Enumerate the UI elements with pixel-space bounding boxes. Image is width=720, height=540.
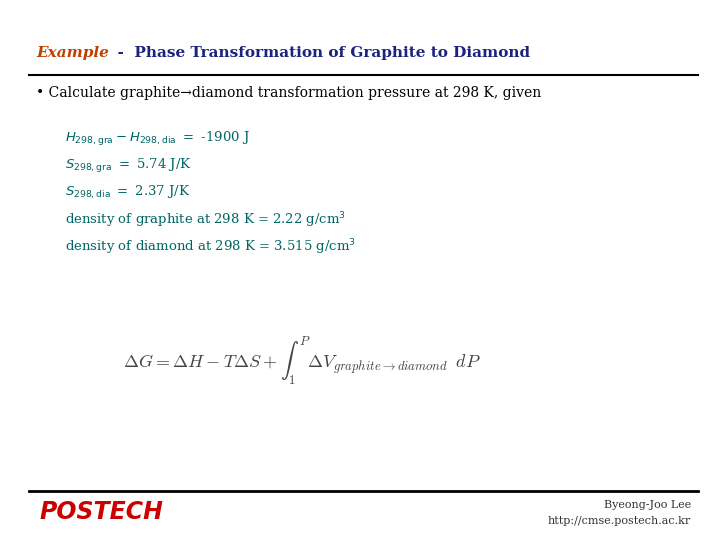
Text: $\mathit{H}_{298,\mathrm{gra}} - \mathit{H}_{298,\mathrm{dia}}$ $=$ -1900 J: $\mathit{H}_{298,\mathrm{gra}} - \mathit… [65,130,250,147]
Text: Byeong-Joo Lee: Byeong-Joo Lee [604,500,691,510]
Text: $\mathit{S}_{298,\mathrm{dia}}$ $=$ 2.37 J/K: $\mathit{S}_{298,\mathrm{dia}}$ $=$ 2.37… [65,184,190,201]
Text: http://cmse.postech.ac.kr: http://cmse.postech.ac.kr [548,516,691,526]
Text: $\mathit{S}_{298,\mathrm{gra}}$ $=$ 5.74 J/K: $\mathit{S}_{298,\mathrm{gra}}$ $=$ 5.74… [65,157,192,174]
Text: density of diamond at 298 K = 3.515 g/cm$^3$: density of diamond at 298 K = 3.515 g/cm… [65,238,356,257]
Text: $\Delta G = \Delta H - T\Delta S + \int_1^P \Delta V_{graphite \rightarrow diamo: $\Delta G = \Delta H - T\Delta S + \int_… [123,335,482,387]
Text: -  Phase Transformation of Graphite to Diamond: - Phase Transformation of Graphite to Di… [107,46,530,60]
Text: • Calculate graphite→diamond transformation pressure at 298 K, given: • Calculate graphite→diamond transformat… [36,86,541,100]
Text: POSTECH: POSTECH [40,500,163,524]
Text: Example: Example [36,46,109,60]
Text: density of graphite at 298 K = 2.22 g/cm$^3$: density of graphite at 298 K = 2.22 g/cm… [65,211,346,230]
